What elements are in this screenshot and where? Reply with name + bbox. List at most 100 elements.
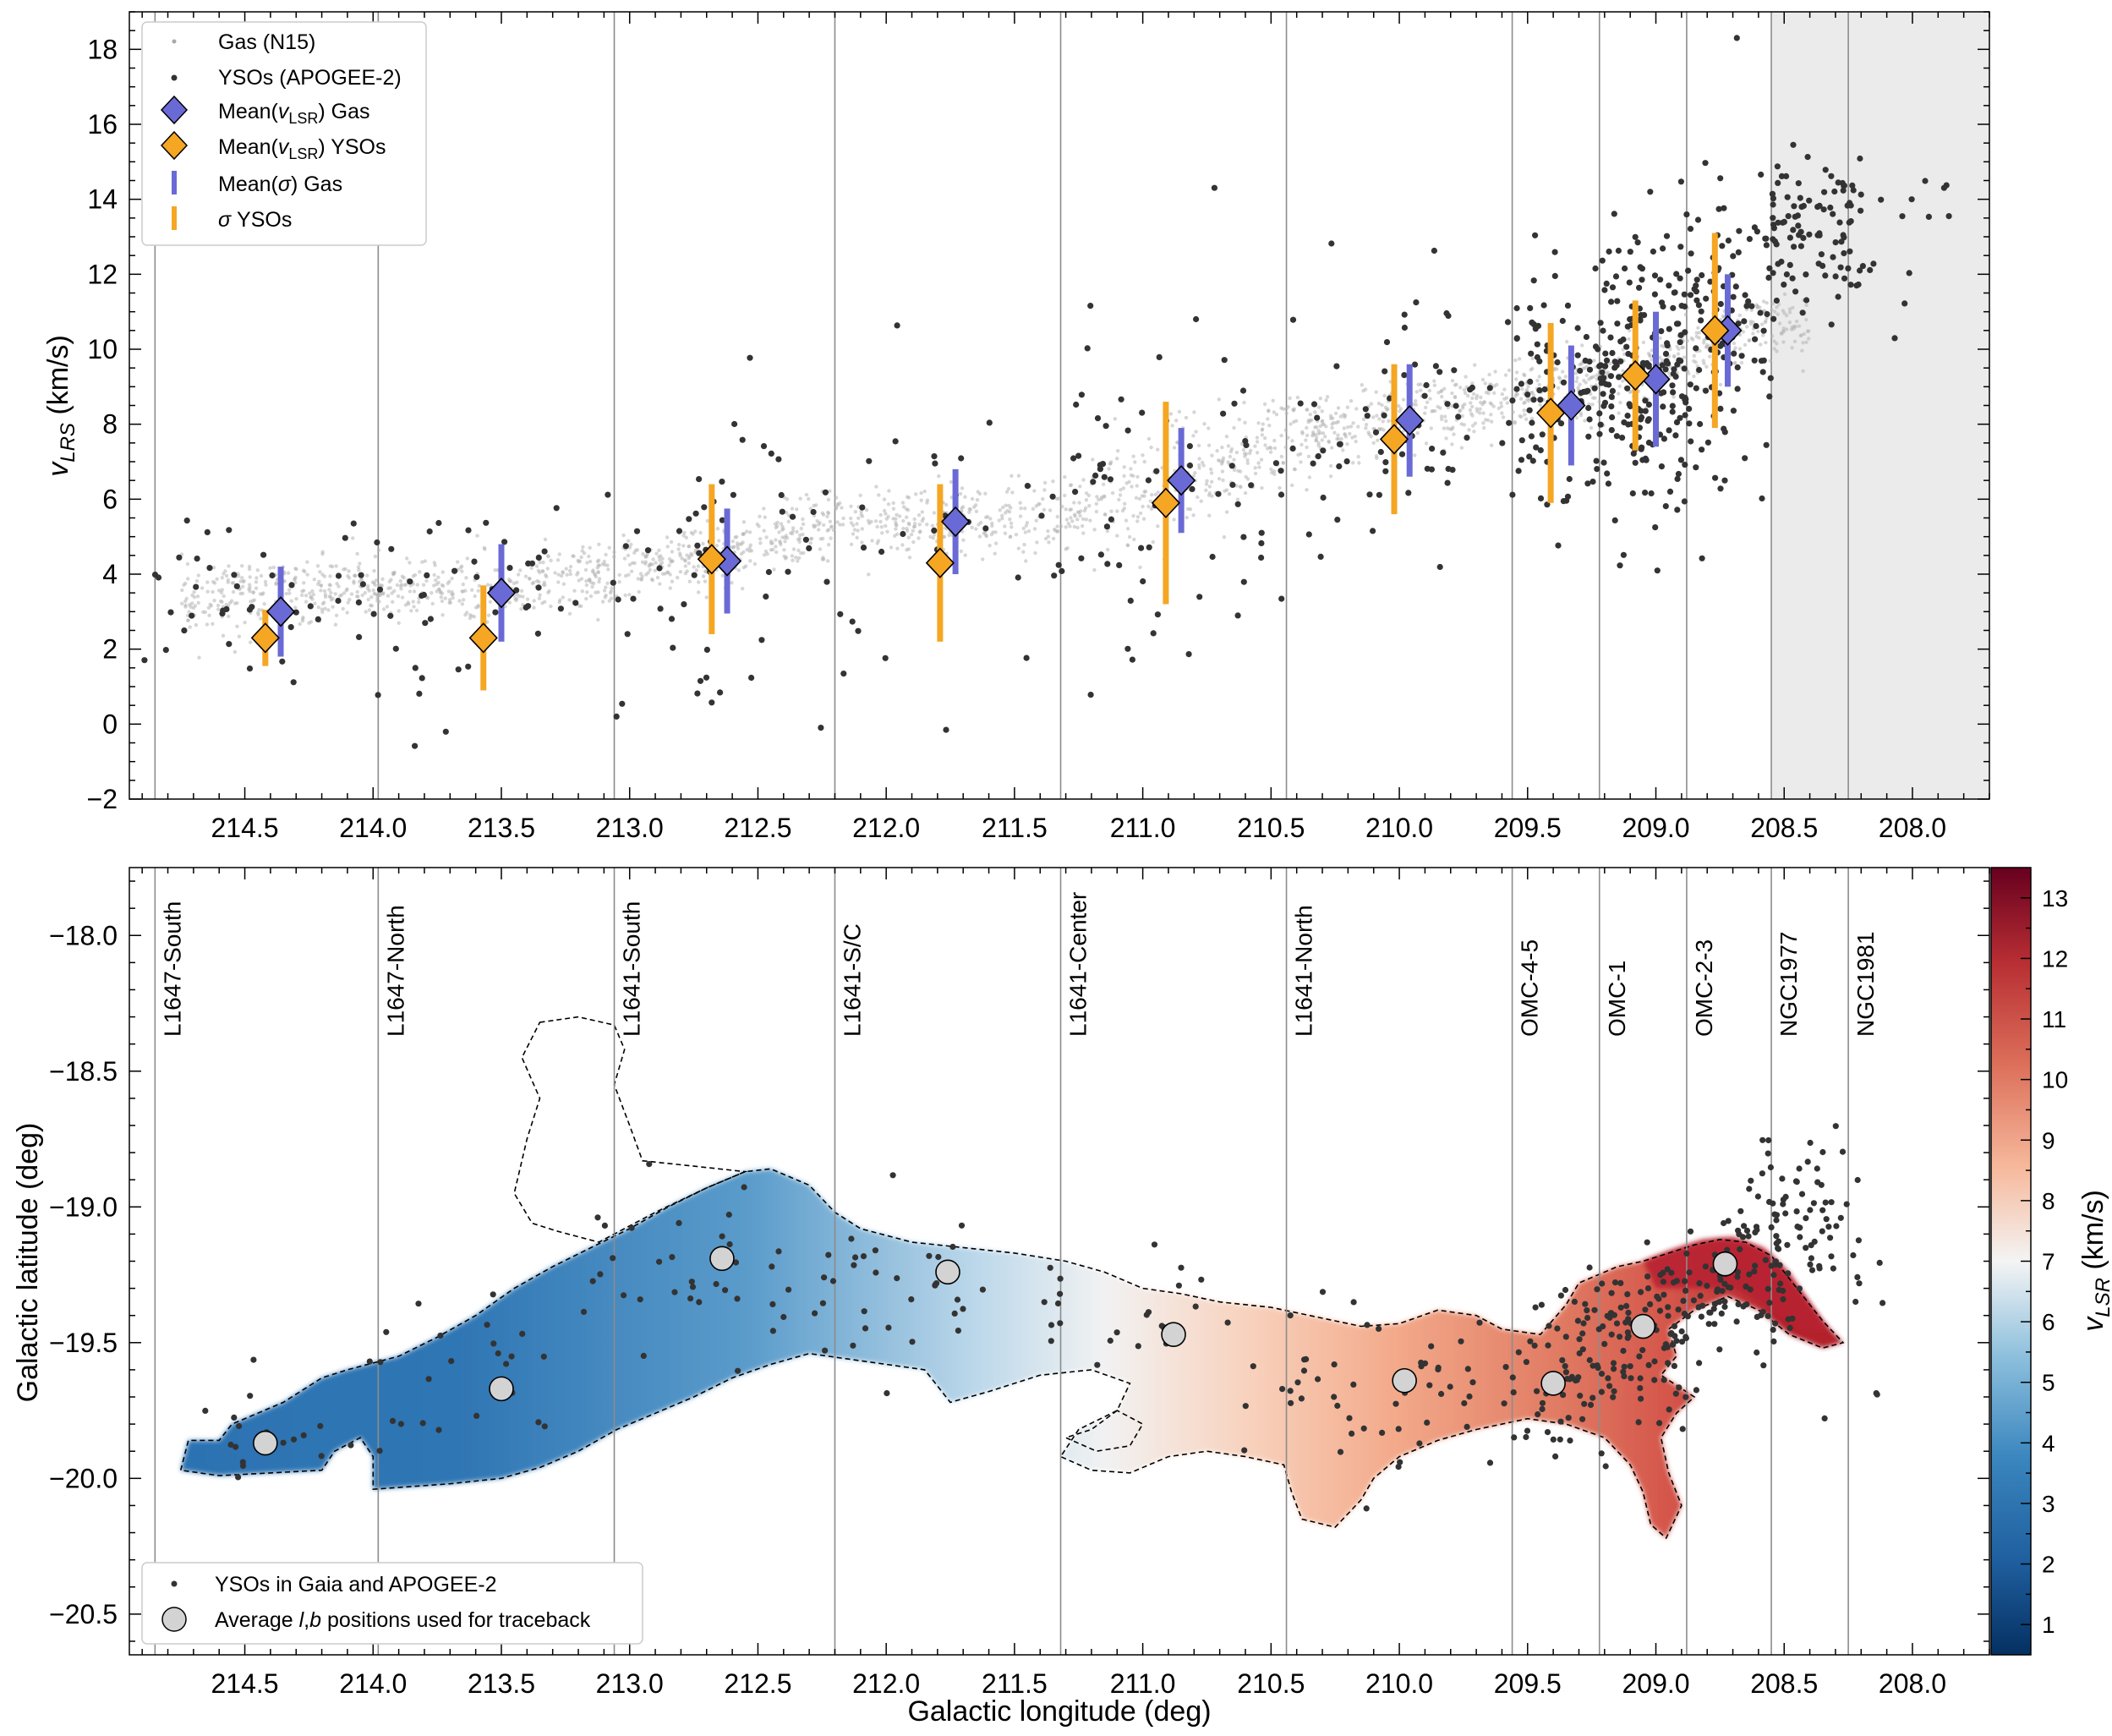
gas-point <box>1383 405 1388 409</box>
yso-position <box>852 1254 859 1261</box>
yso-position <box>1573 1377 1580 1383</box>
yso-point <box>1666 282 1672 289</box>
gas-point <box>1791 305 1795 310</box>
gas-point <box>762 553 767 557</box>
gas-point <box>829 525 834 529</box>
gas-point <box>644 555 648 559</box>
gas-point <box>1094 501 1099 506</box>
yso-point <box>958 455 965 462</box>
yso-point <box>1644 418 1651 424</box>
gas-point <box>886 502 891 507</box>
gas-point <box>914 492 918 496</box>
yso-position <box>1567 1376 1573 1383</box>
gas-point <box>584 596 588 601</box>
yso-position <box>894 1275 900 1282</box>
yso-point <box>451 567 458 574</box>
gas-point <box>463 589 468 593</box>
yso-point <box>1790 141 1797 148</box>
yso-point <box>1721 429 1728 435</box>
gas-point <box>580 549 584 553</box>
yso-point <box>1305 531 1312 538</box>
gas-point <box>1034 518 1038 523</box>
gas-point <box>1488 401 1493 405</box>
yso-point <box>1774 163 1781 170</box>
yso-position <box>1765 1285 1771 1292</box>
gas-point <box>684 535 688 539</box>
gas-point <box>1443 414 1447 419</box>
yso-point <box>1464 435 1470 441</box>
gas-point <box>641 551 645 556</box>
gas-point <box>631 561 635 565</box>
yso-position <box>1772 1258 1779 1265</box>
yso-point <box>1849 182 1856 189</box>
gas-point <box>1354 407 1359 411</box>
gas-point <box>990 523 994 528</box>
yso-point <box>1780 219 1786 226</box>
yso-point <box>1857 267 1863 274</box>
yso-point <box>427 616 434 622</box>
yso-point <box>670 644 676 651</box>
yso-point <box>412 665 419 671</box>
gas-point <box>1694 334 1699 339</box>
yso-position <box>239 1462 247 1470</box>
x-tick-label: 209.0 <box>1622 1668 1689 1699</box>
yso-point <box>1940 184 1947 191</box>
gas-point <box>1718 382 1723 387</box>
gas-point <box>1150 493 1154 497</box>
gas-point <box>413 572 418 578</box>
yso-position <box>1620 1368 1627 1375</box>
yso-position <box>1879 1300 1886 1306</box>
gas-point <box>829 536 833 540</box>
yso-position <box>1661 1377 1667 1383</box>
yso-point <box>1658 463 1665 470</box>
yso-point <box>1193 315 1200 323</box>
yso-position <box>1807 1207 1814 1213</box>
gas-point <box>1130 485 1134 489</box>
gas-point <box>1450 442 1454 446</box>
yso-point <box>1853 282 1860 289</box>
gas-point <box>320 550 325 554</box>
gas-point <box>1226 460 1230 464</box>
yso-point <box>1830 211 1836 217</box>
yso-point <box>1608 403 1615 410</box>
yso-position <box>1617 1304 1624 1311</box>
gas-point <box>655 575 660 580</box>
gas-point <box>397 609 401 613</box>
gas-point <box>900 543 905 547</box>
gas-point <box>852 528 857 532</box>
gas-point <box>412 589 417 594</box>
yso-position <box>1803 1245 1809 1251</box>
yso-point <box>1796 232 1803 238</box>
gas-point <box>1499 401 1503 405</box>
yso-point <box>1603 280 1610 287</box>
gas-point <box>595 559 600 564</box>
gas-point <box>1008 534 1013 539</box>
yso-point <box>619 700 626 707</box>
gas-point <box>588 594 594 599</box>
yso-point <box>1240 534 1247 540</box>
yso-position <box>519 1330 526 1337</box>
gas-point <box>1324 424 1328 429</box>
gas-point <box>1573 371 1579 375</box>
yso-point <box>1186 462 1194 469</box>
yso-point <box>1518 437 1525 444</box>
yso-point <box>1108 516 1114 523</box>
legend-average-label: Average l,b positions used for traceback <box>215 1608 591 1632</box>
gas-point <box>1693 360 1698 364</box>
yso-point <box>1639 277 1645 283</box>
yso-point <box>1615 247 1622 255</box>
gas-point <box>1361 417 1366 421</box>
yso-position <box>1598 1388 1605 1395</box>
yso-point <box>1140 578 1146 585</box>
yso-position <box>233 1443 239 1450</box>
region-label: OMC-4-5 <box>1517 939 1543 1037</box>
yso-point <box>370 611 377 617</box>
gas-point <box>561 595 565 600</box>
yso-mean-diamond <box>925 547 955 578</box>
gas-point <box>581 545 585 550</box>
gas-point <box>1105 528 1110 534</box>
gas-point <box>1003 524 1007 528</box>
gas-point <box>687 579 692 583</box>
gas-point <box>840 506 844 510</box>
